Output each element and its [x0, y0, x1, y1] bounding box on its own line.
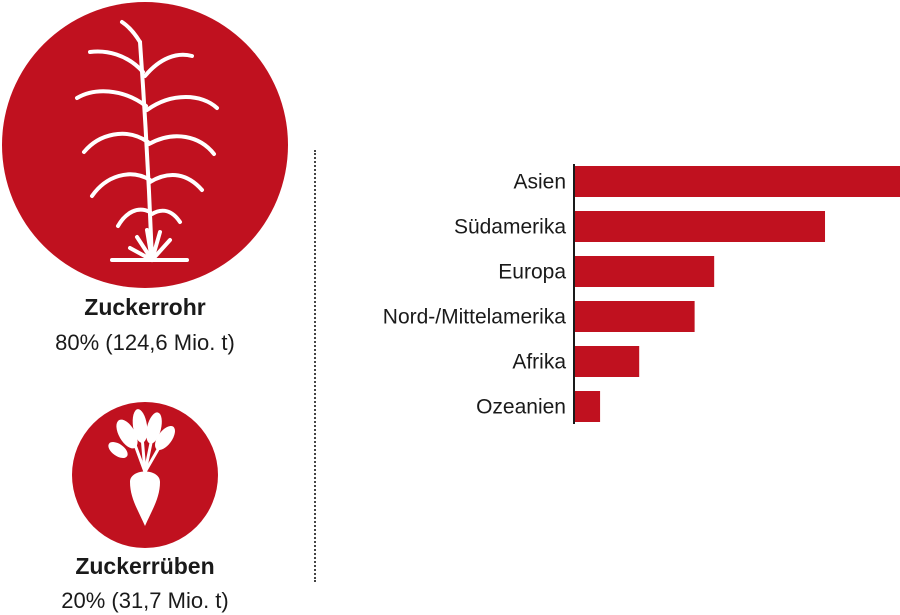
bar-2 [574, 256, 715, 287]
bar-0 [574, 166, 900, 197]
category-label: Ozeanien [476, 396, 566, 419]
sugarbeet-title: Zuckerrüben [75, 553, 215, 579]
category-label: Asien [513, 171, 566, 194]
bar-4 [574, 346, 640, 377]
dotted-divider [314, 150, 316, 582]
category-label: Südamerika [454, 216, 566, 239]
bar-5 [574, 391, 601, 422]
bar-3 [574, 301, 695, 332]
sugarbeet-share: 20% (31,7 Mio. t) [61, 588, 229, 613]
sugarcane-title: Zuckerrohr [84, 294, 206, 320]
sugarcane-share: 80% (124,6 Mio. t) [55, 330, 235, 355]
category-label: Europa [498, 261, 566, 284]
category-label: Nord-/Mittelamerika [383, 306, 567, 329]
category-label: Afrika [512, 351, 566, 374]
bar-1 [574, 211, 826, 242]
sugar-beet-icon [72, 402, 218, 548]
sugarbeet-circle [72, 402, 218, 548]
sugarcane-plant-icon [2, 2, 288, 288]
region-bar-chart: Asien Südamerika Europa Nord-/Mittelamerika… [383, 164, 900, 424]
sugarcane-circle [2, 2, 288, 288]
